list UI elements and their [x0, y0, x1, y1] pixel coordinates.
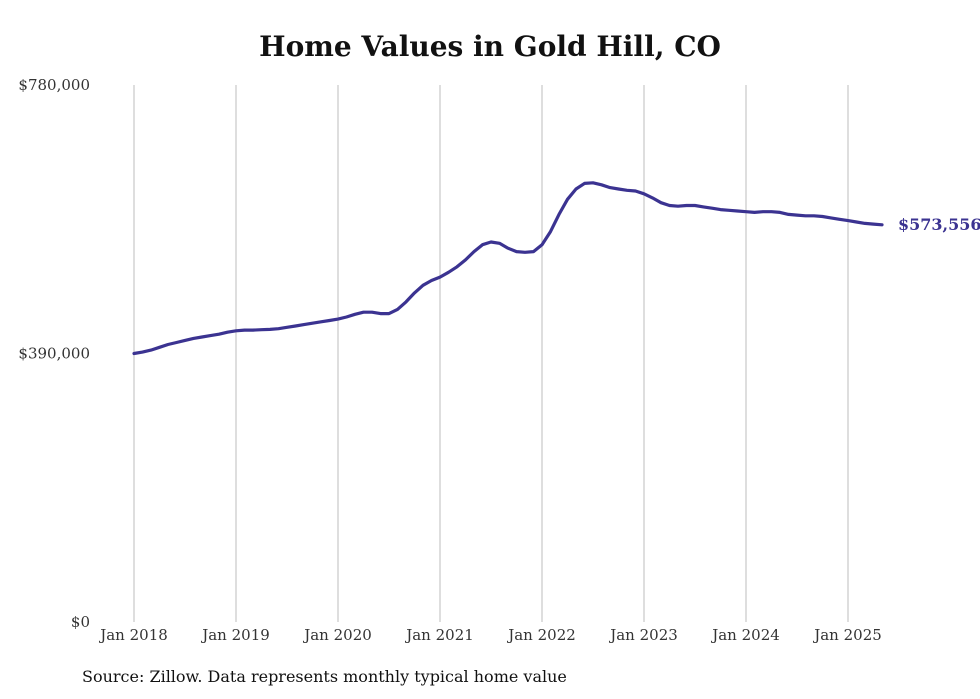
- x-tick-label: Jan 2022: [506, 626, 576, 644]
- line-chart: $0$390,000$780,000 Jan 2018 Jan 2019 Jan 2…: [18, 76, 980, 644]
- x-tick-label: Jan 2018: [98, 626, 168, 644]
- y-tick-label: $390,000: [18, 345, 90, 363]
- y-tick-label: $780,000: [18, 76, 90, 94]
- source-note: Source: Zillow. Data represents monthly …: [82, 667, 567, 686]
- x-tick-label: Jan 2024: [710, 626, 780, 644]
- y-tick-label: $0: [71, 613, 90, 631]
- grid-lines: [133, 85, 849, 622]
- chart-title: Home Values in Gold Hill, CO: [259, 30, 721, 63]
- x-tick-label: Jan 2020: [302, 626, 372, 644]
- x-tick-label: Jan 2023: [608, 626, 678, 644]
- series-end-label: $573,556: [898, 215, 980, 234]
- series-line-home-value: [132, 181, 884, 356]
- x-axis-ticks: Jan 2018 Jan 2019 Jan 2020 Jan 2021 Jan 2022…: [98, 626, 882, 644]
- y-axis-ticks: $0 $390,000 $780,000: [18, 76, 90, 631]
- x-tick-label: Jan 2021: [404, 626, 474, 644]
- x-tick-label: Jan 2019: [200, 626, 270, 644]
- x-tick-label: Jan 2025: [812, 626, 882, 644]
